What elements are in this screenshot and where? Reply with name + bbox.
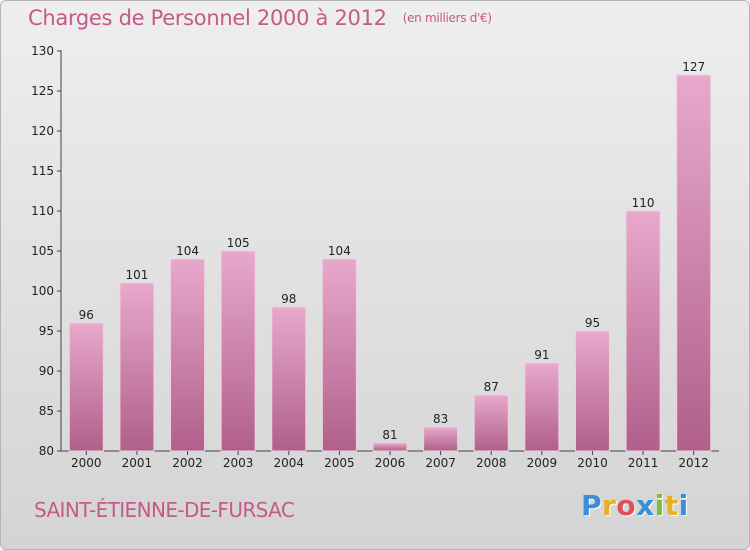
- bar: [321, 258, 357, 452]
- chart-subtitle: (en milliers d'€): [402, 11, 492, 25]
- x-tick-label: 2003: [223, 456, 254, 470]
- y-tick-label: 80: [39, 444, 54, 458]
- x-tick-label: 2007: [425, 456, 456, 470]
- data-label: 98: [281, 292, 296, 306]
- logo-letter: x: [636, 489, 655, 522]
- data-label: 105: [227, 236, 250, 250]
- data-label: 96: [79, 308, 94, 322]
- chart-title: Charges de Personnel 2000 à 2012: [28, 6, 387, 30]
- y-tick-label: 130: [31, 44, 54, 58]
- y-tick-label: 90: [39, 364, 54, 378]
- bar: [676, 74, 712, 452]
- proxiti-logo: Proxiti: [581, 489, 689, 522]
- x-tick-label: 2008: [476, 456, 507, 470]
- plot-area: 80 85 90 95 100 105 110 115 120 125 130 96 2000 101 20…: [31, 44, 719, 470]
- bar: [119, 282, 155, 452]
- data-label: 110: [632, 196, 655, 210]
- logo-letter: i: [678, 489, 689, 522]
- bar: [625, 210, 661, 452]
- data-label: 87: [484, 380, 499, 394]
- logo-letter: P: [581, 489, 603, 522]
- data-label: 127: [682, 60, 705, 74]
- y-tick-label: 110: [31, 204, 54, 218]
- x-tick-label: 2001: [122, 456, 153, 470]
- logo-letter: t: [664, 489, 679, 522]
- x-tick-label: 2012: [678, 456, 709, 470]
- logo-letter: r: [602, 489, 617, 522]
- bar: [271, 306, 307, 452]
- bar: [423, 426, 459, 452]
- logo-letter: o: [616, 489, 637, 522]
- y-tick-label: 115: [31, 164, 54, 178]
- data-label: 101: [125, 268, 148, 282]
- bar: [68, 322, 104, 452]
- bar: [524, 362, 560, 452]
- x-tick-label: 2002: [172, 456, 203, 470]
- data-label: 83: [433, 412, 448, 426]
- bar: [574, 330, 610, 452]
- bar: [170, 258, 206, 452]
- chart-title-block: Charges de Personnel 2000 à 2012 (en mill…: [28, 6, 492, 30]
- y-tick-label: 85: [39, 404, 54, 418]
- x-tick-label: 2005: [324, 456, 355, 470]
- data-label: 91: [534, 348, 549, 362]
- x-tick-label: 2009: [527, 456, 558, 470]
- y-tick-label: 105: [31, 244, 54, 258]
- commune-name: SAINT-ÉTIENNE-DE-FURSAC: [34, 498, 295, 522]
- x-tick-label: 2004: [273, 456, 304, 470]
- y-tick-label: 125: [31, 84, 54, 98]
- y-tick-label: 100: [31, 284, 54, 298]
- logo-letter: i: [654, 489, 665, 522]
- bar: [372, 442, 408, 452]
- y-tick-label: 120: [31, 124, 54, 138]
- x-tick-label: 2006: [375, 456, 406, 470]
- data-label: 81: [382, 428, 397, 442]
- x-tick-label: 2000: [71, 456, 102, 470]
- data-label: 95: [585, 316, 600, 330]
- x-tick-label: 2011: [628, 456, 659, 470]
- bar: [220, 250, 256, 452]
- y-tick-label: 95: [39, 324, 54, 338]
- data-label: 104: [176, 244, 199, 258]
- x-tick-label: 2010: [577, 456, 608, 470]
- data-label: 104: [328, 244, 351, 258]
- bar: [473, 394, 509, 452]
